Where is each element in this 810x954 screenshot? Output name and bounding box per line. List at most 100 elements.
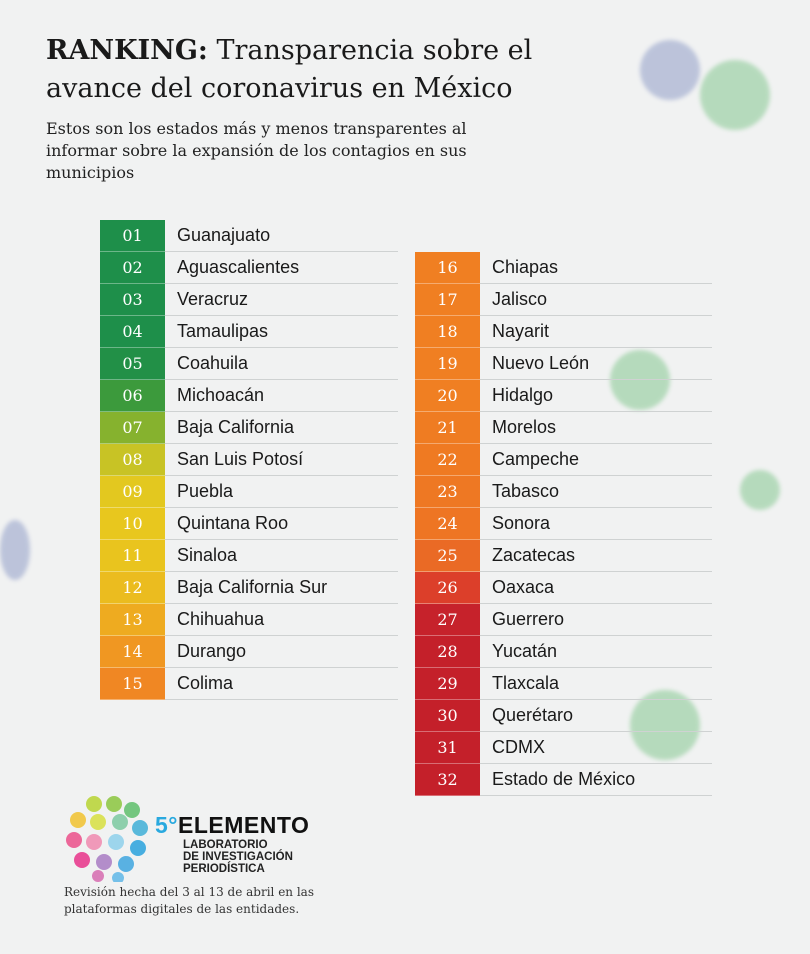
state-name: Sonora — [480, 508, 712, 540]
state-name: Hidalgo — [480, 380, 712, 412]
ranking-row: 02 Aguascalientes — [100, 252, 398, 284]
state-name: Querétaro — [480, 700, 712, 732]
state-name: Guerrero — [480, 604, 712, 636]
state-name: Oaxaca — [480, 572, 712, 604]
ranking-row: 23 Tabasco — [415, 476, 712, 508]
rank-badge: 06 — [100, 380, 165, 412]
ranking-row: 32 Estado de México — [415, 764, 712, 796]
rank-badge: 30 — [415, 700, 480, 732]
ranking-row: 19 Nuevo León — [415, 348, 712, 380]
state-name: CDMX — [480, 732, 712, 764]
ranking-column-left: 01 Guanajuato 02 Aguascalientes 03 Veracruz 04… — [100, 220, 398, 700]
state-name: Michoacán — [165, 380, 398, 412]
rank-badge: 25 — [415, 540, 480, 572]
ranking-row: 10 Quintana Roo — [100, 508, 398, 540]
background-blob — [0, 520, 30, 580]
ranking-row: 15 Colima — [100, 668, 398, 700]
subtitle: Estos son los estados más y menos transp… — [46, 119, 467, 182]
background-blob — [640, 40, 700, 100]
rank-badge: 04 — [100, 316, 165, 348]
rank-badge: 32 — [415, 764, 480, 796]
rank-badge: 14 — [100, 636, 165, 668]
ranking-row: 24 Sonora — [415, 508, 712, 540]
rank-badge: 27 — [415, 604, 480, 636]
state-name: Jalisco — [480, 284, 712, 316]
rank-badge: 28 — [415, 636, 480, 668]
state-name: Guanajuato — [165, 220, 398, 252]
rank-badge: 03 — [100, 284, 165, 316]
background-blob — [740, 470, 780, 510]
state-name: Baja California — [165, 412, 398, 444]
background-blob — [610, 350, 670, 410]
ranking-row: 04 Tamaulipas — [100, 316, 398, 348]
state-name: Campeche — [480, 444, 712, 476]
rank-badge: 24 — [415, 508, 480, 540]
rank-badge: 07 — [100, 412, 165, 444]
ranking-row: 17 Jalisco — [415, 284, 712, 316]
rank-badge: 09 — [100, 476, 165, 508]
rank-badge: 31 — [415, 732, 480, 764]
ranking-row: 27 Guerrero — [415, 604, 712, 636]
state-name: Coahuila — [165, 348, 398, 380]
state-name: Chihuahua — [165, 604, 398, 636]
state-name: Baja California Sur — [165, 572, 398, 604]
ranking-row: 20 Hidalgo — [415, 380, 712, 412]
rank-badge: 18 — [415, 316, 480, 348]
ranking-row: 05 Coahuila — [100, 348, 398, 380]
ranking-row: 13 Chihuahua — [100, 604, 398, 636]
state-name: Nuevo León — [480, 348, 712, 380]
state-name: Chiapas — [480, 252, 712, 284]
rank-badge: 10 — [100, 508, 165, 540]
state-name: Aguascalientes — [165, 252, 398, 284]
footnote: Revisión hecha del 3 al 13 de abril en l… — [64, 885, 314, 916]
state-name: Morelos — [480, 412, 712, 444]
ranking-row: 28 Yucatán — [415, 636, 712, 668]
state-name: Durango — [165, 636, 398, 668]
state-name: Puebla — [165, 476, 398, 508]
state-name: Tabasco — [480, 476, 712, 508]
rank-badge: 12 — [100, 572, 165, 604]
ranking-row: 14 Durango — [100, 636, 398, 668]
ranking-row: 09 Puebla — [100, 476, 398, 508]
background-blob — [700, 60, 770, 130]
ranking-row: 31 CDMX — [415, 732, 712, 764]
rank-badge: 16 — [415, 252, 480, 284]
state-name: Tlaxcala — [480, 668, 712, 700]
page-title: RANKING: Transparencia sobre el avance d… — [46, 35, 533, 104]
ranking-row: 07 Baja California — [100, 412, 398, 444]
rank-badge: 17 — [415, 284, 480, 316]
elemento-logo-icon — [66, 796, 148, 882]
rank-badge: 13 — [100, 604, 165, 636]
rank-badge: 05 — [100, 348, 165, 380]
ranking-row: 22 Campeche — [415, 444, 712, 476]
ranking-column-right: 16 Chiapas 17 Jalisco 18 Nayarit 19 Nuevo León 2… — [415, 252, 712, 796]
rank-badge: 21 — [415, 412, 480, 444]
state-name: Quintana Roo — [165, 508, 398, 540]
rank-badge: 22 — [415, 444, 480, 476]
ranking-row: 01 Guanajuato — [100, 220, 398, 252]
ranking-row: 25 Zacatecas — [415, 540, 712, 572]
state-name: Yucatán — [480, 636, 712, 668]
ranking-row: 11 Sinaloa — [100, 540, 398, 572]
ranking-row: 29 Tlaxcala — [415, 668, 712, 700]
background-blob — [630, 690, 700, 760]
state-name: Zacatecas — [480, 540, 712, 572]
ranking-row: 30 Querétaro — [415, 700, 712, 732]
elemento-brand: 5°ELEMENTO LABORATORIO DE INVESTIGACIÓN … — [155, 812, 310, 875]
rank-badge: 11 — [100, 540, 165, 572]
ranking-row: 16 Chiapas — [415, 252, 712, 284]
state-name: Veracruz — [165, 284, 398, 316]
rank-badge: 02 — [100, 252, 165, 284]
rank-badge: 26 — [415, 572, 480, 604]
rank-badge: 23 — [415, 476, 480, 508]
ranking-row: 12 Baja California Sur — [100, 572, 398, 604]
rank-badge: 08 — [100, 444, 165, 476]
ranking-row: 21 Morelos — [415, 412, 712, 444]
rank-badge: 20 — [415, 380, 480, 412]
ranking-row: 26 Oaxaca — [415, 572, 712, 604]
state-name: Colima — [165, 668, 398, 700]
state-name: Sinaloa — [165, 540, 398, 572]
state-name: San Luis Potosí — [165, 444, 398, 476]
ranking-row: 03 Veracruz — [100, 284, 398, 316]
